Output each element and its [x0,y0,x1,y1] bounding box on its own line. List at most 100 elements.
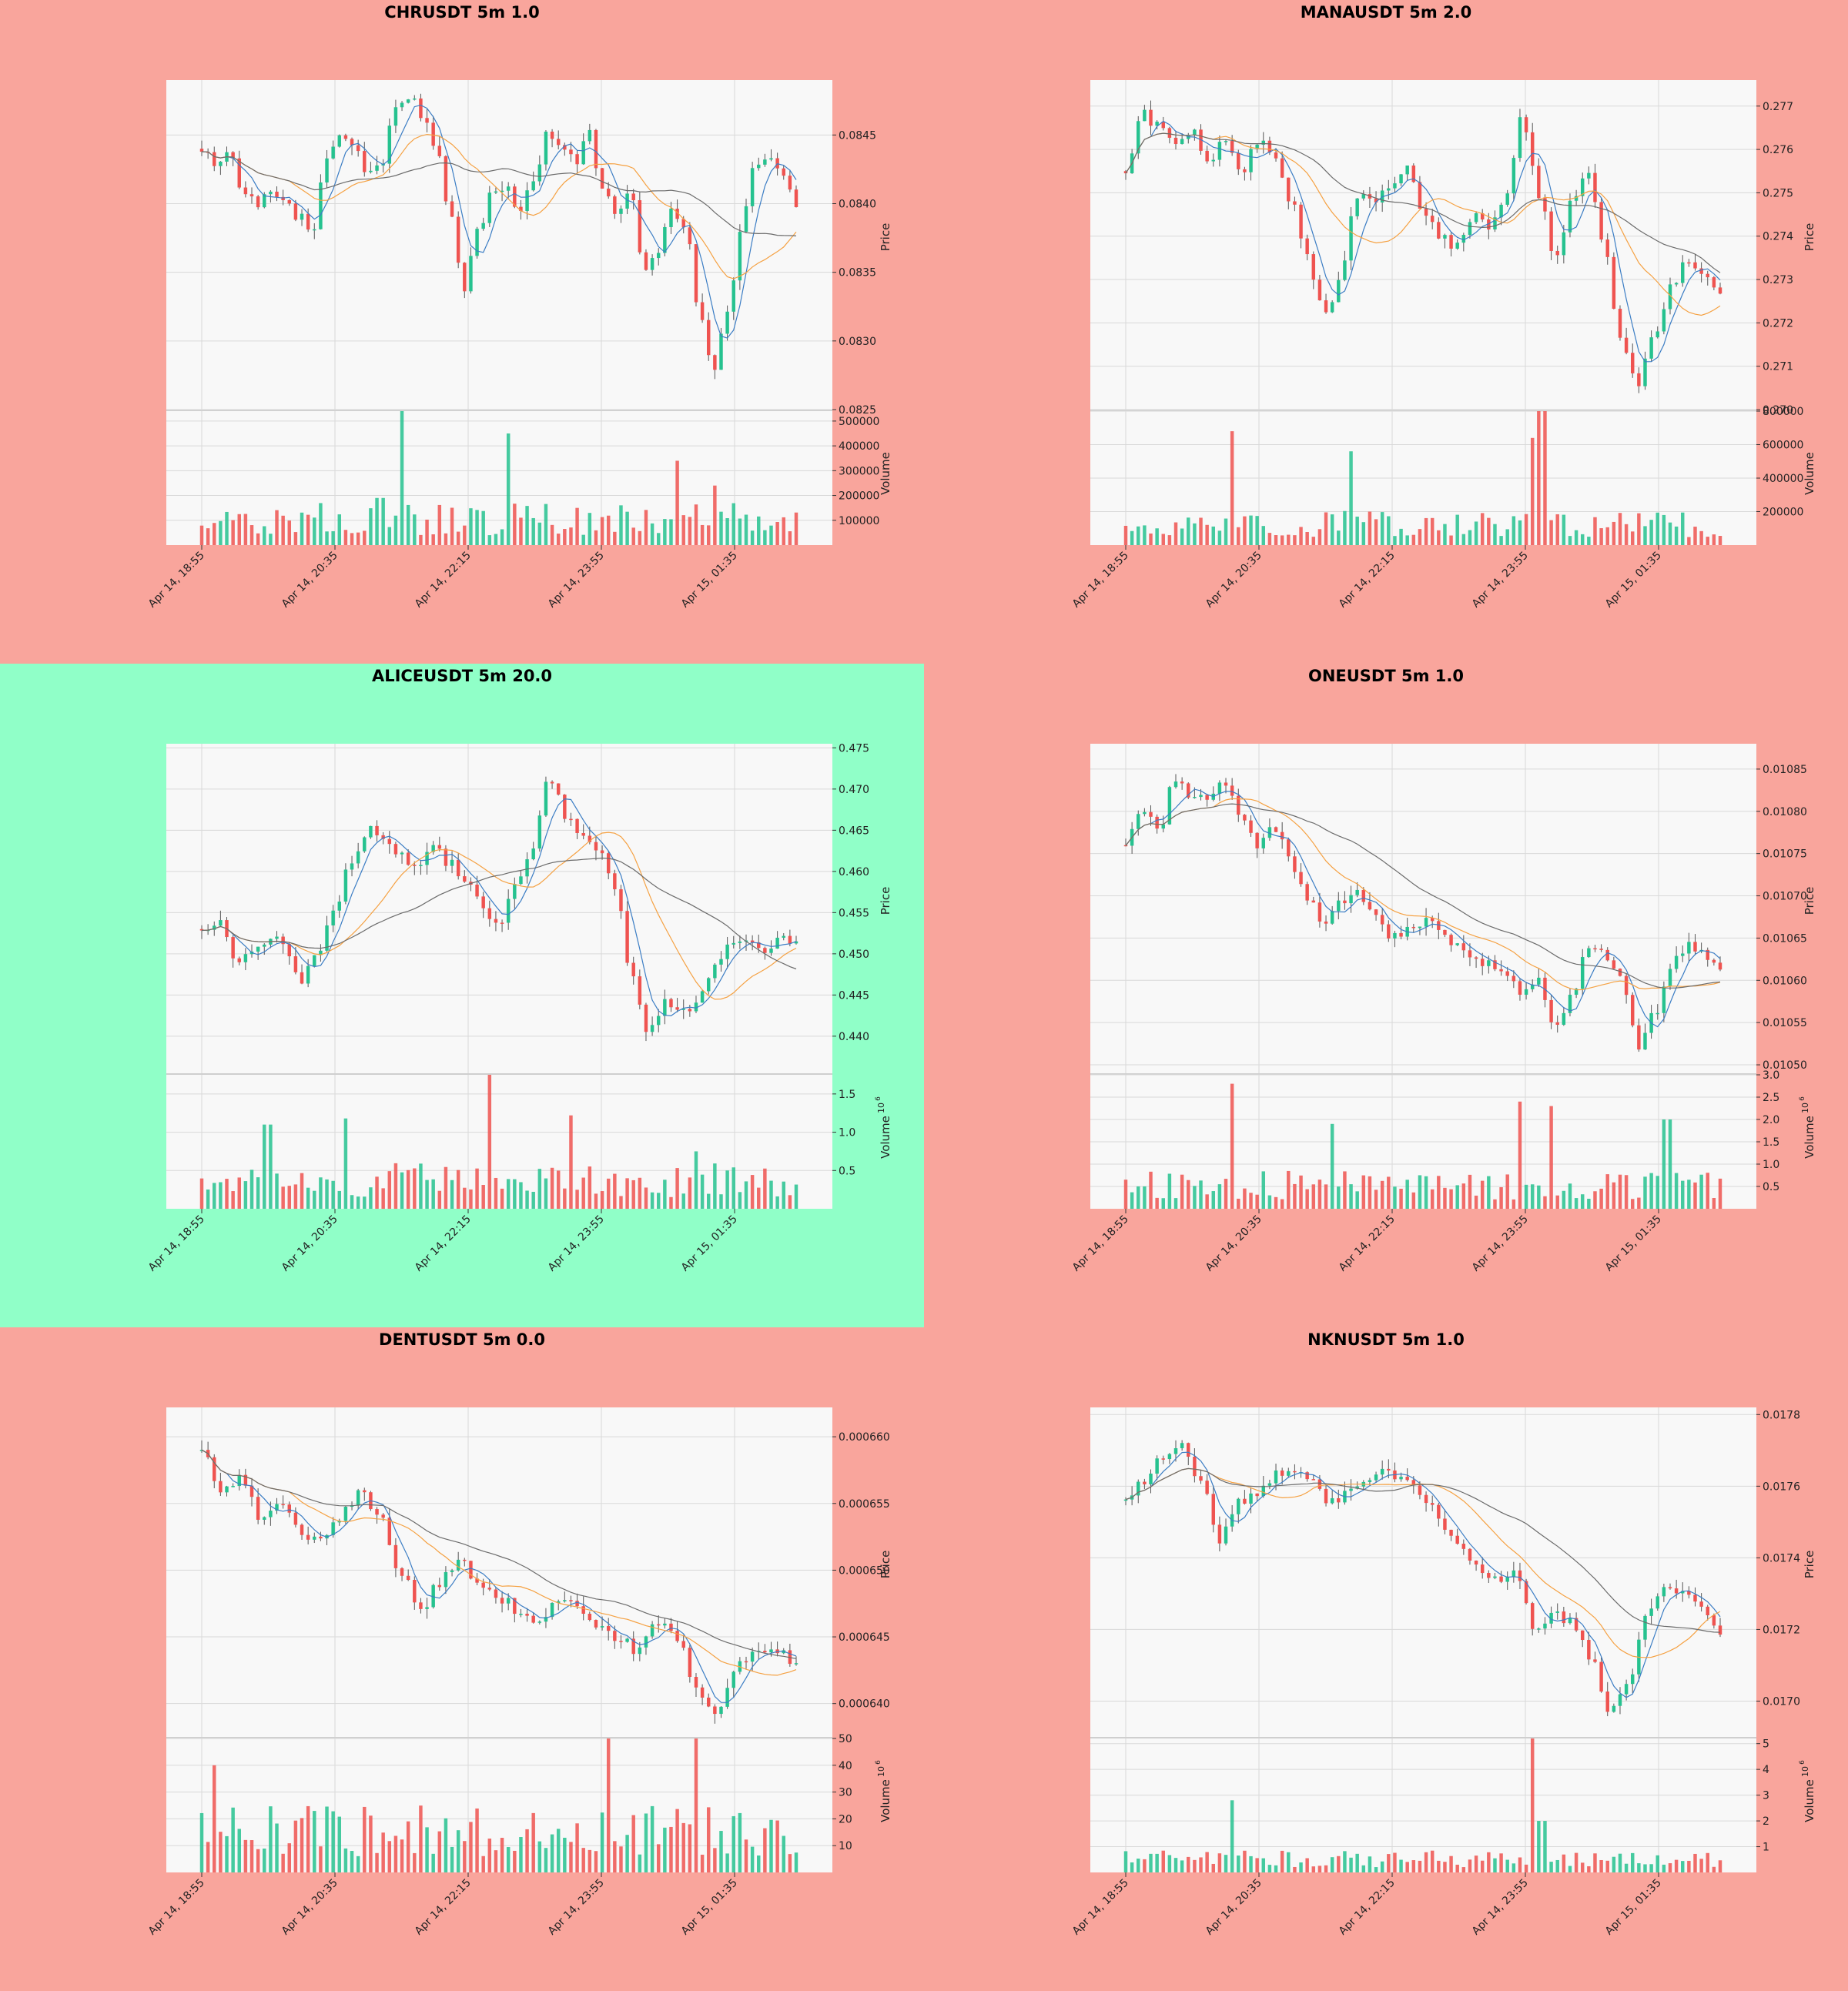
candle-body [1630,353,1635,373]
volume-bar [406,1821,410,1872]
candle-body [537,815,542,849]
volume-bar [469,1822,473,1872]
candle-body [782,168,785,176]
candle-body [343,135,348,139]
volume-bar [1474,521,1478,545]
candle-body [1355,198,1359,216]
volume-bar [1681,512,1685,545]
volume-bar [1243,1188,1247,1209]
volume-bar [325,1179,329,1209]
candle-body [1712,959,1716,963]
volume-bar [531,517,535,545]
volume-bar [706,525,711,545]
candle-body [1568,1618,1572,1624]
volume-bar [413,1168,417,1209]
candle-body [1524,989,1528,995]
candle-body [1487,1573,1491,1578]
volume-bar [1193,523,1197,545]
candle-body [1574,1618,1578,1631]
volume-bar [1173,522,1178,545]
candle-body [1662,309,1666,332]
volume-bar [1624,1175,1629,1209]
candle-body [1280,832,1284,840]
volume-bar [519,1837,523,1872]
volume-bar [431,1179,435,1209]
volume-bar [1512,516,1516,545]
volume-bar [1399,1859,1403,1872]
candle-body [487,1588,492,1590]
volume-tick-label: 400000 [1763,473,1803,485]
candle-body [1424,1494,1428,1504]
volume-bar [419,534,423,545]
volume-bar [1317,1866,1322,1872]
volume-bar [556,534,561,545]
volume-tick-label: 4 [1763,1764,1769,1776]
volume-bar [788,1195,792,1209]
volume-bar [487,535,492,545]
candle-body [1437,222,1441,239]
volume-bar [719,511,723,545]
volume-bar [1624,524,1629,545]
candle-body [1230,785,1234,796]
candle-body [269,191,273,195]
candle-body [1399,174,1403,184]
candle-body [563,795,567,819]
candle-body [1612,256,1616,310]
volume-bar [263,526,266,545]
x-tick-label: Apr 14, 18:55 [146,1877,207,1938]
candle-body [456,216,460,263]
volume-bar [650,1192,654,1209]
candle-body [1468,1548,1472,1561]
volume-bar [1211,526,1216,545]
volume-exponent: 10 [1800,1766,1810,1777]
volume-bar [613,531,617,545]
candle-body [400,102,404,108]
candle-body [1699,1601,1703,1607]
candle-body [1255,832,1259,848]
volume-bar [506,1847,511,1872]
x-tick-label: Apr 14, 18:55 [1070,1213,1131,1274]
candle-body [1374,909,1378,915]
volume-bar [1687,537,1691,545]
candle-body [1718,1625,1722,1635]
x-tick-label: Apr 15, 01:35 [679,1877,740,1938]
volume-bar [1349,451,1353,545]
candle-body [681,1641,685,1648]
volume-bar [1524,514,1528,545]
candle-body [1305,238,1309,255]
price-tick-label: 0.271 [1763,361,1793,373]
volume-bar [1374,1190,1378,1209]
volume-tick-label: 600000 [1763,440,1803,452]
candle-body [606,188,611,197]
candle-body [1549,211,1553,251]
volume-bar [506,433,511,545]
volume-bar [1387,516,1391,545]
volume-bar [1524,1184,1528,1209]
candle-body [569,1600,573,1601]
volume-bar [1543,1821,1547,1872]
volume-bar [1249,515,1253,545]
volume-bar [656,1193,661,1209]
volume-bar [1674,526,1679,545]
volume-bar [669,519,673,545]
candle-body [1205,150,1209,162]
candle-body [738,232,742,281]
volume-bar [1267,533,1272,545]
x-tick-label: Apr 14, 20:35 [1204,1877,1264,1938]
candle-body [1349,216,1353,261]
volume-bar [393,1835,398,1872]
volume-bar [1530,1738,1535,1872]
volume-bar [494,1177,498,1209]
candle-body [375,165,379,171]
candle-body [406,852,410,865]
volume-bar [275,1173,279,1209]
candle-body [588,129,592,142]
volume-bar [769,1819,773,1872]
volume-bar [1587,537,1591,545]
volume-bar [419,1163,423,1209]
candle-body [1405,165,1409,175]
volume-bar [1562,1190,1566,1209]
volume-bar [463,1841,467,1872]
volume-bar [638,1177,642,1209]
volume-bar [1255,516,1259,545]
